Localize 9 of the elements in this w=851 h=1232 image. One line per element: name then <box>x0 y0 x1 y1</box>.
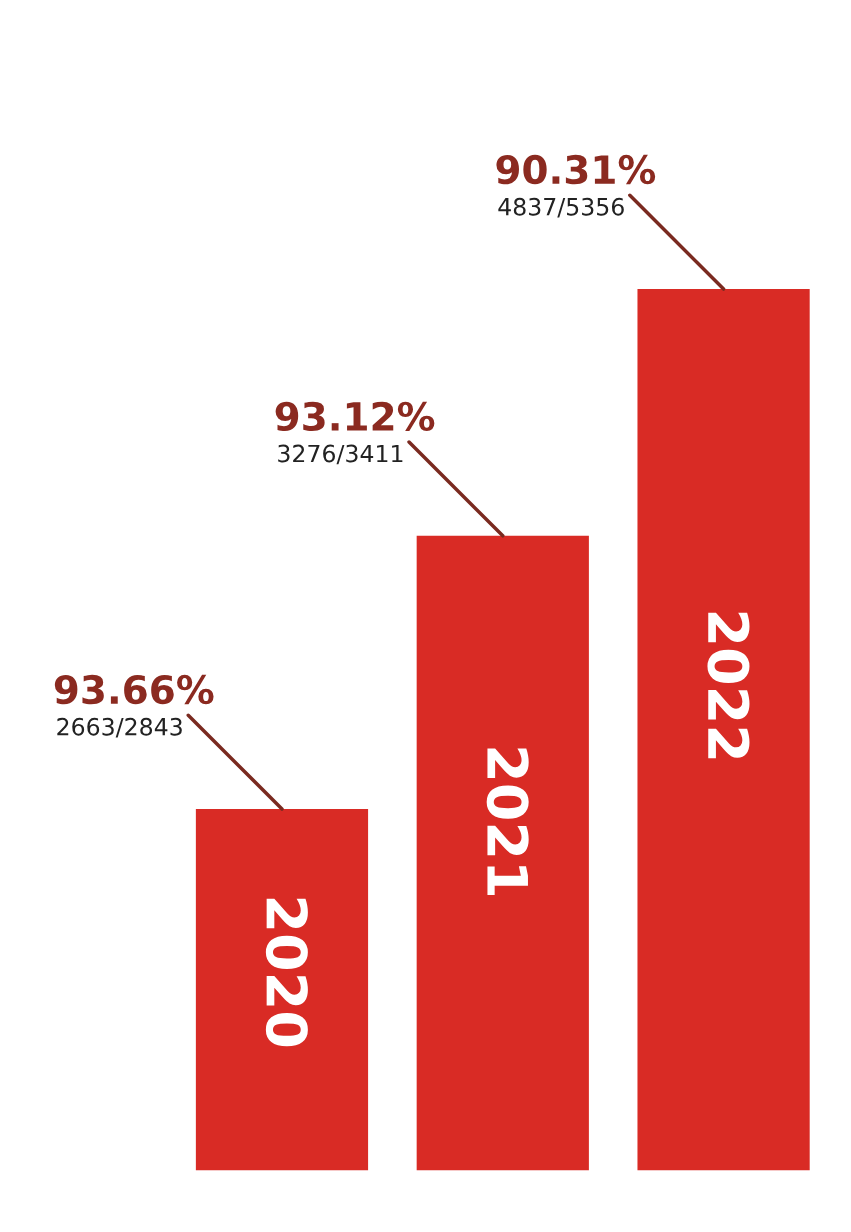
annotation: 4837/5356 <box>498 197 624 218</box>
annotation: 2663/2843 <box>57 717 182 738</box>
x-tick-label: 2021 <box>486 748 529 895</box>
annotation: 93.12% <box>275 401 435 432</box>
x-tick-label: 2020 <box>265 898 308 1047</box>
annotation: 93.66% <box>54 674 214 705</box>
x-tick-label: 2022 <box>707 612 750 759</box>
annotation: 90.31% <box>496 154 656 185</box>
annotation: 3276/3411 <box>278 444 403 465</box>
